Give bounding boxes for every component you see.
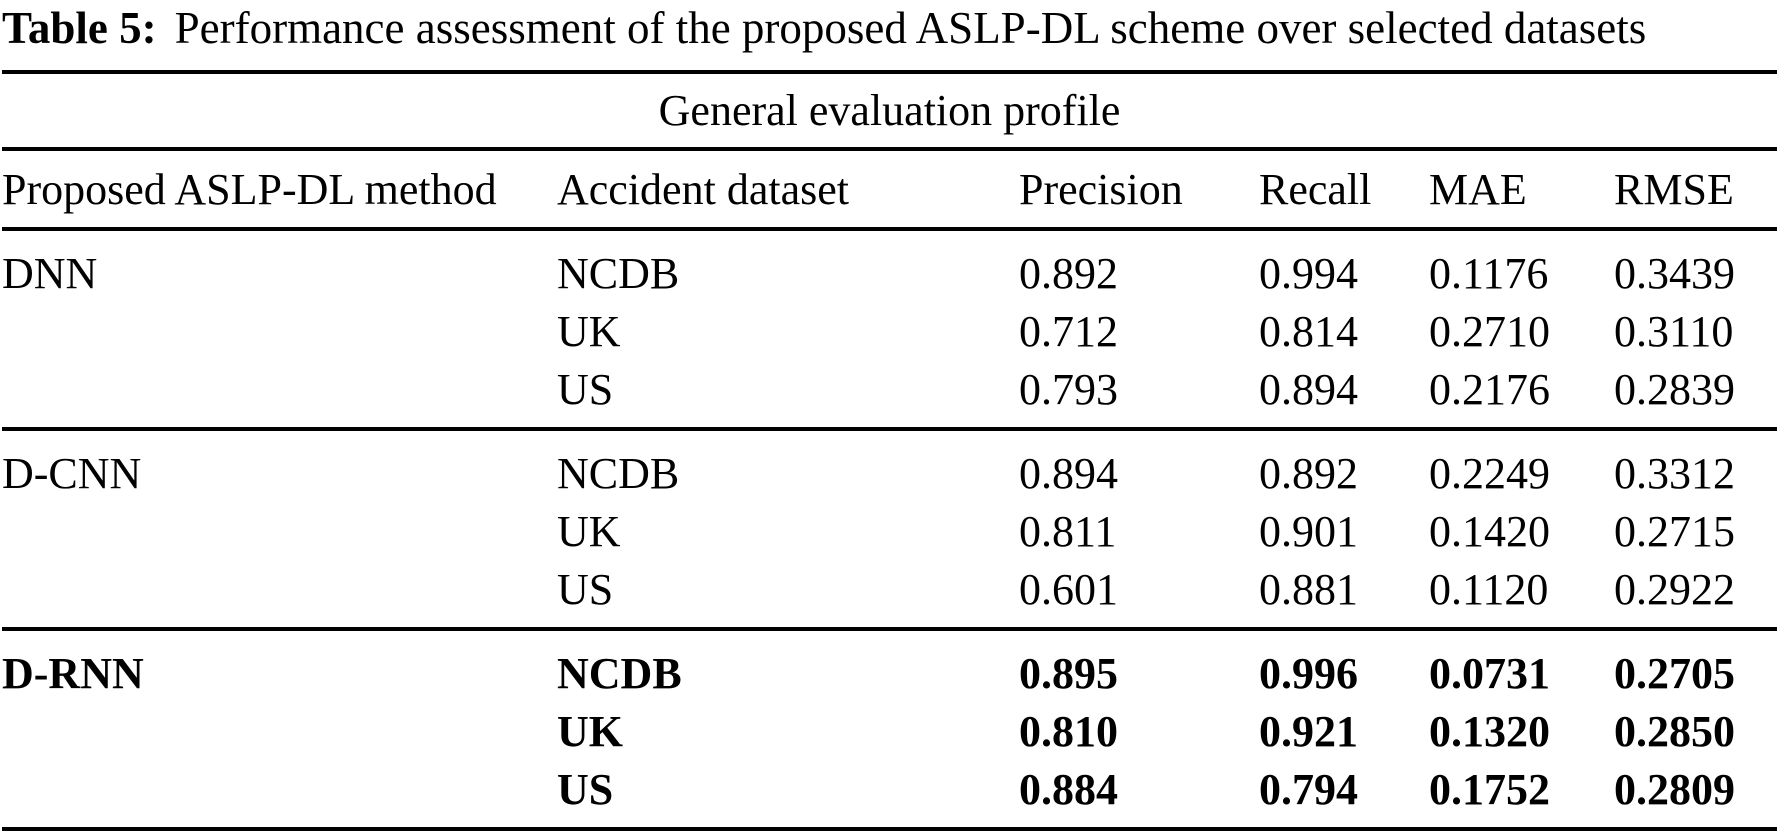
table-head: General evaluation profile Proposed ASLP… <box>2 70 1778 231</box>
column-header-precision: Precision <box>1019 149 1259 231</box>
cell-dataset: US <box>557 565 614 614</box>
table-row: UK 0.810 0.921 0.1320 0.2850 <box>2 703 1777 761</box>
cell-mae: 0.1752 <box>1429 765 1550 814</box>
cell-precision: 0.712 <box>1019 307 1118 356</box>
column-header-dataset: Accident dataset <box>557 149 1019 231</box>
cell-method: DNN <box>2 249 98 298</box>
table-caption-label: Table 5: <box>2 3 157 53</box>
cell-recall: 0.921 <box>1259 707 1358 756</box>
cell-recall: 0.894 <box>1259 365 1358 414</box>
cell-dataset: NCDB <box>557 649 682 698</box>
cell-dataset: US <box>557 765 614 814</box>
cell-mae: 0.1120 <box>1429 565 1549 614</box>
cell-rmse: 0.2705 <box>1614 649 1735 698</box>
cell-precision: 0.892 <box>1019 249 1118 298</box>
cell-precision: 0.884 <box>1019 765 1118 814</box>
cell-dataset: US <box>557 365 614 414</box>
cell-recall: 0.994 <box>1259 249 1358 298</box>
cell-mae: 0.2710 <box>1429 307 1550 356</box>
cell-rmse: 0.2809 <box>1614 765 1735 814</box>
cell-precision: 0.811 <box>1019 507 1117 556</box>
cell-recall: 0.814 <box>1259 307 1358 356</box>
table-row: UK 0.811 0.901 0.1420 0.2715 <box>2 503 1777 561</box>
column-header-rmse: RMSE <box>1614 149 1778 231</box>
cell-dataset: NCDB <box>557 249 680 298</box>
table-row: D-RNN NCDB 0.895 0.996 0.0731 0.2705 <box>2 629 1777 703</box>
span-header-cell: General evaluation profile <box>2 70 1778 151</box>
cell-method-empty <box>2 561 557 629</box>
cell-method: D-CNN <box>2 449 142 498</box>
method-group-dcnn: D-CNN NCDB 0.894 0.892 0.2249 0.3312 UK … <box>2 429 1778 629</box>
performance-table: General evaluation profile Proposed ASLP… <box>2 70 1778 831</box>
cell-mae: 0.2249 <box>1429 449 1550 498</box>
column-header-row: Proposed ASLP-DL method Accident dataset… <box>2 149 1778 231</box>
cell-mae: 0.0731 <box>1429 649 1550 698</box>
cell-rmse: 0.2922 <box>1614 565 1735 614</box>
table-caption: Table 5: Performance assessment of the pr… <box>2 2 1779 54</box>
table-row: UK 0.712 0.814 0.2710 0.3110 <box>2 303 1777 361</box>
table-row: DNN NCDB 0.892 0.994 0.1176 0.3439 <box>2 229 1777 303</box>
column-header-recall: Recall <box>1259 149 1429 231</box>
table-row: US 0.793 0.894 0.2176 0.2839 <box>2 361 1777 429</box>
cell-dataset: UK <box>557 707 623 756</box>
cell-dataset: NCDB <box>557 449 680 498</box>
cell-recall: 0.794 <box>1259 765 1358 814</box>
table-row: D-CNN NCDB 0.894 0.892 0.2249 0.3312 <box>2 429 1777 503</box>
cell-recall: 0.996 <box>1259 649 1358 698</box>
column-header-method: Proposed ASLP-DL method <box>2 149 557 231</box>
cell-rmse: 0.3312 <box>1614 449 1735 498</box>
cell-precision: 0.894 <box>1019 449 1118 498</box>
cell-method-empty <box>2 761 557 829</box>
cell-mae: 0.1176 <box>1429 249 1549 298</box>
cell-precision: 0.601 <box>1019 565 1118 614</box>
cell-method-empty <box>2 703 557 761</box>
cell-recall: 0.892 <box>1259 449 1358 498</box>
cell-mae: 0.1320 <box>1429 707 1550 756</box>
cell-precision: 0.895 <box>1019 649 1118 698</box>
cell-recall: 0.881 <box>1259 565 1358 614</box>
table-row: US 0.884 0.794 0.1752 0.2809 <box>2 761 1777 829</box>
cell-dataset: UK <box>557 307 621 356</box>
table-row: US 0.601 0.881 0.1120 0.2922 <box>2 561 1777 629</box>
column-header-mae: MAE <box>1429 149 1614 231</box>
cell-mae: 0.1420 <box>1429 507 1550 556</box>
cell-precision: 0.793 <box>1019 365 1118 414</box>
cell-rmse: 0.2850 <box>1614 707 1735 756</box>
cell-dataset: UK <box>557 507 621 556</box>
cell-recall: 0.901 <box>1259 507 1358 556</box>
cell-rmse: 0.3439 <box>1614 249 1735 298</box>
cell-method-empty <box>2 361 557 429</box>
cell-method: D-RNN <box>2 649 144 698</box>
cell-rmse: 0.2715 <box>1614 507 1735 556</box>
cell-rmse: 0.2839 <box>1614 365 1735 414</box>
span-header-row: General evaluation profile <box>2 70 1778 151</box>
cell-method-empty <box>2 303 557 361</box>
cell-method-empty <box>2 503 557 561</box>
cell-precision: 0.810 <box>1019 707 1118 756</box>
method-group-dnn: DNN NCDB 0.892 0.994 0.1176 0.3439 UK 0.… <box>2 229 1778 429</box>
cell-mae: 0.2176 <box>1429 365 1550 414</box>
table-caption-text: Performance assessment of the proposed A… <box>174 3 1647 53</box>
cell-rmse: 0.3110 <box>1614 307 1734 356</box>
method-group-drnn: D-RNN NCDB 0.895 0.996 0.0731 0.2705 UK … <box>2 629 1778 829</box>
